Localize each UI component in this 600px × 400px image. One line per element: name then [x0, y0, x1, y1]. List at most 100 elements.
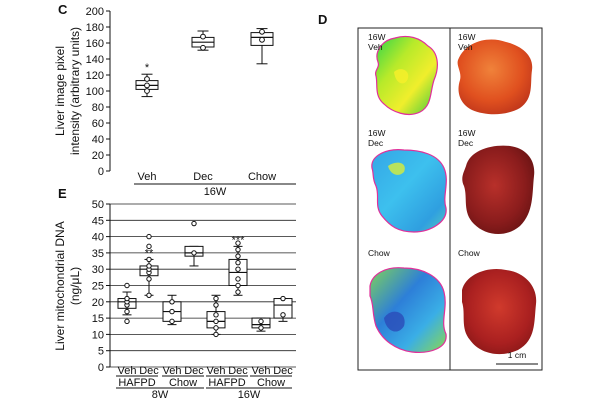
panel-e-group-label: Dec	[273, 365, 293, 377]
panel-c-point	[200, 44, 206, 51]
panel-e-ytick-label: 0	[98, 362, 104, 374]
panel-c-point	[144, 82, 150, 89]
panel-e-point	[213, 331, 219, 338]
panel-d-label-r2-left-2: Dec	[368, 138, 384, 148]
panel-e-diet-label-3: HAFPD	[208, 377, 245, 389]
panel-e-point	[258, 318, 264, 325]
panel-e-point	[235, 266, 241, 272]
panel-e-age-label-2: 16W	[238, 389, 261, 400]
heatmap-hotspot-16w-dec	[388, 162, 405, 175]
panel-c-ytick-label: 200	[86, 6, 104, 18]
panel-e-point	[213, 325, 219, 331]
panel-d-label-r2-right-1: 16W	[458, 128, 475, 138]
panel-e-point	[213, 318, 219, 325]
panel-e-significance: ***	[232, 234, 246, 246]
panel-d-label-r2-right-2: Dec	[458, 138, 474, 148]
panel-d-label-r1-left-2: Veh	[368, 42, 383, 52]
scale-bar-label: 1 cm	[508, 350, 526, 360]
heatmap-coldspot-chow	[384, 311, 405, 332]
panel-e-point	[235, 282, 241, 289]
panel-e-point	[235, 259, 241, 266]
panel-e-point	[124, 295, 130, 302]
panel-e-group-label: Dec	[184, 365, 204, 377]
panel-e-ytick-label: 15	[92, 313, 104, 325]
panel-c-ylabel-line1: Liver image pixel	[53, 46, 67, 136]
photo-liver-16w-dec	[462, 145, 535, 235]
panel-e-ytick-label: 50	[92, 199, 104, 211]
panel-e-point	[280, 312, 286, 318]
panel-e-point	[235, 246, 241, 253]
panel-c-ylabel-line2: intensity (arbitrary units)	[68, 27, 82, 155]
panel-e-significance: **	[145, 247, 154, 259]
panel-d-label-r1-left-1: 16W	[368, 32, 385, 42]
panel-c-ytick-label: 40	[92, 134, 104, 146]
panel-c-ytick-label: 80	[92, 102, 104, 114]
panel-e-ytick-label: 30	[92, 264, 104, 276]
panel-c-ytick-label: 140	[86, 54, 104, 66]
panel-c-ytick-label: 180	[86, 22, 104, 34]
panel-e-point	[146, 233, 152, 240]
panel-e-point	[235, 289, 241, 295]
panel-e-point	[169, 299, 175, 305]
panel-c-group-label: Veh	[138, 171, 157, 183]
panel-e-diet-label-4: Chow	[257, 377, 285, 389]
panel-e-ylabel-line1: Liver mitochondrial DNA	[53, 221, 67, 350]
panel-c-group-label: 16W	[204, 186, 227, 198]
panel-e-age-label-1: 8W	[152, 389, 169, 400]
panel-e-point	[124, 308, 130, 315]
panel-e-point	[146, 276, 152, 282]
panel-e-group-label: Dec	[139, 365, 159, 377]
panel-e-ytick-label: 10	[92, 329, 104, 341]
panel-d-label-r2-left-1: 16W	[368, 128, 385, 138]
panel-c-group-label: Dec	[193, 171, 213, 183]
panel-e-point	[146, 292, 152, 298]
panel-e-ytick-label: 25	[92, 281, 104, 293]
panel-e-point	[146, 243, 152, 250]
panel-e-point	[124, 318, 130, 325]
photo-liver-16w-veh	[457, 39, 533, 115]
panel-e-ytick-label: 40	[92, 232, 104, 244]
panel-c-ytick-label: 0	[98, 166, 104, 178]
panel-e-group-label: Veh	[252, 365, 271, 377]
panel-e-ytick-label: 45	[92, 215, 104, 227]
panel-e-point	[146, 256, 152, 263]
panel-e-point	[169, 318, 175, 325]
heatmap-liver-chow	[369, 267, 447, 353]
panel-c-ytick-label: 120	[86, 70, 104, 82]
panel-e-ytick-label: 20	[92, 297, 104, 309]
panel-e-point	[169, 308, 175, 315]
panel-e-point	[280, 295, 286, 302]
panel-d-images: 16W Veh 16W Veh 16W Dec 16W Dec Chow Cho…	[357, 27, 543, 371]
panel-c-group-label: Chow	[248, 171, 276, 183]
panel-c-letter: C	[58, 2, 68, 17]
panel-e-diet-label-1: HAFPD	[118, 377, 155, 389]
panel-e-ylabel-line2: (ng/μL)	[68, 267, 82, 305]
photo-liver-chow	[462, 268, 537, 355]
panel-e-point	[213, 295, 219, 302]
panel-e-point	[235, 276, 241, 282]
panel-e-group-label: Veh	[163, 365, 182, 377]
panel-e-point	[213, 302, 219, 308]
panel-e-ytick-label: 35	[92, 248, 104, 260]
panel-c-ytick-label: 100	[86, 86, 104, 98]
panel-e-ytick-label: 5	[98, 346, 104, 358]
panel-c-ytick-label: 20	[92, 150, 104, 162]
panel-e-group-label: Veh	[118, 365, 137, 377]
panel-e-point	[146, 263, 152, 269]
panel-e-point	[124, 282, 130, 289]
panel-e-point	[191, 220, 197, 227]
panel-c-significance: *	[145, 62, 150, 74]
panel-c-ytick-label: 60	[92, 118, 104, 130]
panel-c-point	[200, 33, 206, 40]
panel-c-ytick-label: 160	[86, 38, 104, 50]
panel-c-point	[259, 28, 265, 35]
panel-e-point	[191, 250, 197, 256]
panel-d-label-r3-right: Chow	[458, 248, 481, 258]
panel-e-point	[213, 312, 219, 318]
panel-e-group-label: Dec	[228, 365, 248, 377]
panel-e-group-label: Veh	[207, 365, 226, 377]
panel-e-diet-label-2: Chow	[169, 377, 197, 389]
